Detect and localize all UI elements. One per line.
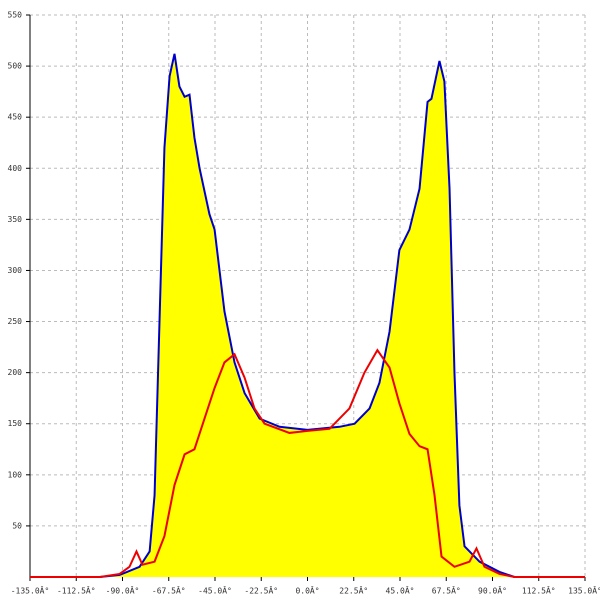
y-tick-label: 400 <box>8 164 23 173</box>
x-tick-label: 112.5Â° <box>522 585 556 596</box>
y-tick-label: 350 <box>8 215 23 224</box>
x-tick-label: -112.5Â° <box>57 585 96 596</box>
x-tick-label: -135.0Â° <box>11 585 50 596</box>
x-tick-label: 90.0Â° <box>478 585 507 596</box>
x-tick-label: 135.0Â° <box>568 585 600 596</box>
y-tick-label: 300 <box>8 266 23 275</box>
line <box>30 348 585 578</box>
area <box>99 53 515 577</box>
y-tick-label: 100 <box>8 470 23 479</box>
y-tick-label: 550 <box>8 11 23 20</box>
x-tick-label: 22.5Â° <box>339 585 368 596</box>
x-tick-label: -45.0Â° <box>198 585 232 596</box>
y-tick-label: 500 <box>8 62 23 71</box>
x-tick-label: -90.0Â° <box>106 585 140 596</box>
x-tick-label: -22.5Â° <box>244 585 278 596</box>
y-tick-label: 50 <box>12 521 22 530</box>
y-tick-label: 250 <box>8 317 23 326</box>
x-tick-label: -67.5Â° <box>152 585 186 596</box>
x-tick-label: 45.0Â° <box>386 585 415 596</box>
y-tick-label: 200 <box>8 368 23 377</box>
y-tick-label: 150 <box>8 419 23 428</box>
x-tick-label: 0.0Â° <box>295 585 319 596</box>
x-tick-label: 67.5Â° <box>432 585 461 596</box>
y-tick-label: 450 <box>8 113 23 122</box>
line <box>99 53 515 578</box>
